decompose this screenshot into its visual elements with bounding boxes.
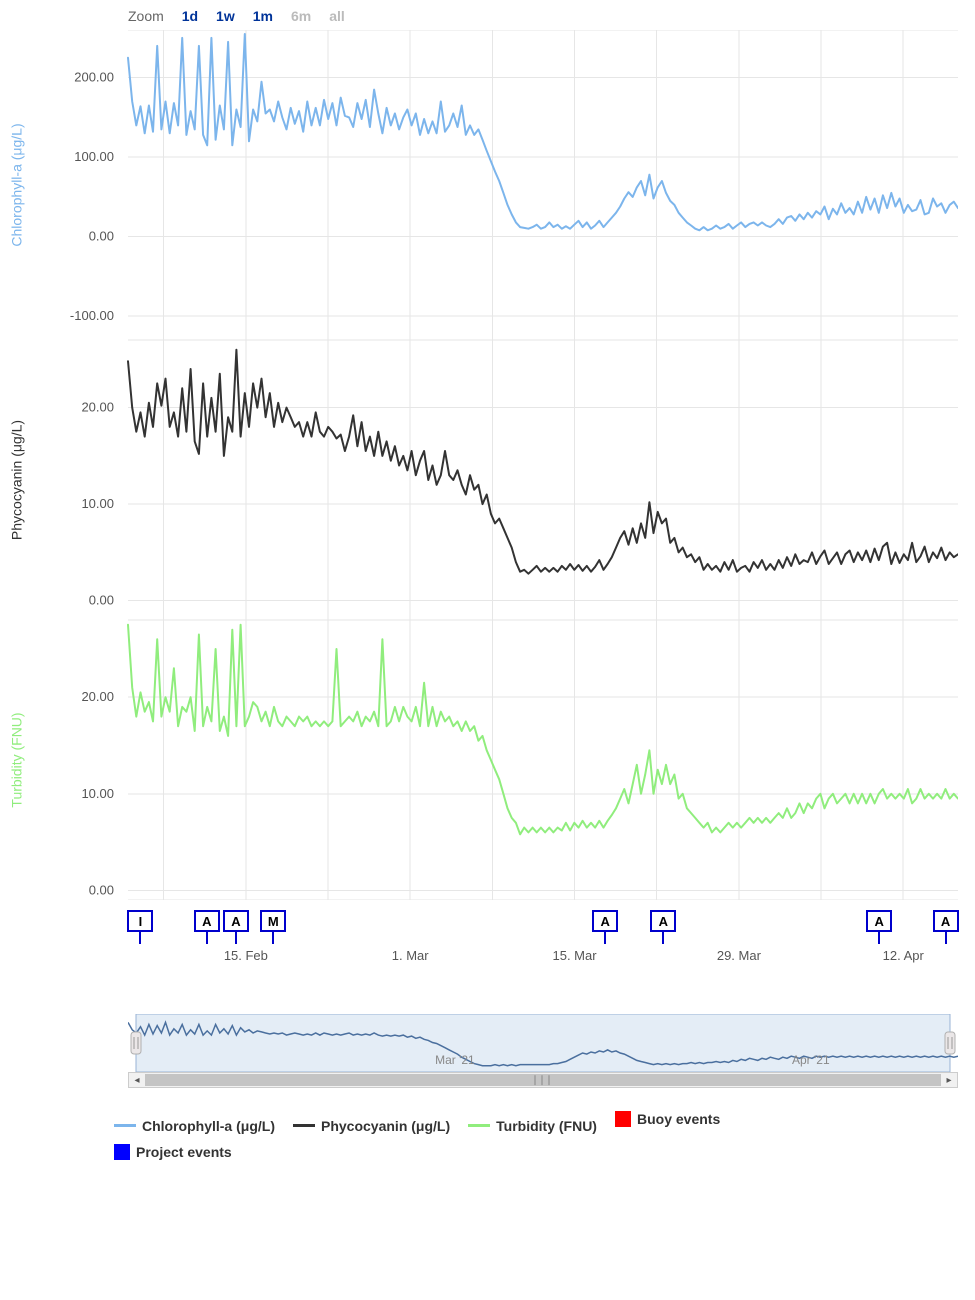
chart-panel-turbidity: Turbidity (FNU) 0.00 10.00 20.00	[0, 620, 975, 900]
event-flag-3[interactable]: M	[260, 910, 286, 944]
zoom-button-6m: 6m	[291, 8, 311, 24]
navigator[interactable]: Mar '21 Apr '21 ◂∣∣∣▸	[128, 1014, 958, 1088]
x-axis: 15. Feb 1. Mar 15. Mar 29. Mar 12. Apr	[128, 944, 975, 984]
zoom-button-all: all	[329, 8, 345, 24]
zoom-bar: Zoom 1d 1w 1m 6m all	[0, 0, 975, 30]
svg-text:200.00: 200.00	[74, 70, 114, 85]
zoom-button-1m[interactable]: 1m	[253, 8, 273, 24]
legend-label: Buoy events	[637, 1106, 720, 1133]
event-flags-row: IAAMAAAA	[128, 900, 975, 944]
svg-text:-100.00: -100.00	[70, 308, 114, 323]
x-tick: 15. Feb	[224, 948, 268, 963]
legend-item-3[interactable]: Buoy events	[615, 1106, 720, 1133]
event-flag-2[interactable]: A	[223, 910, 249, 944]
event-flag-7[interactable]: A	[933, 910, 959, 944]
event-flag-0[interactable]: I	[127, 910, 153, 944]
series-chlorophyll	[128, 34, 958, 230]
zoom-label: Zoom	[128, 8, 164, 24]
legend-item-0[interactable]: Chlorophyll-a (μg/L)	[114, 1113, 275, 1140]
svg-text:Mar '21: Mar '21	[435, 1053, 475, 1067]
legend-item-4[interactable]: Project events	[114, 1139, 232, 1166]
x-tick: 12. Apr	[883, 948, 924, 963]
svg-text:20.00: 20.00	[81, 400, 114, 415]
x-tick: 15. Mar	[552, 948, 596, 963]
zoom-button-1w[interactable]: 1w	[216, 8, 235, 24]
zoom-button-1d[interactable]: 1d	[182, 8, 198, 24]
legend-item-2[interactable]: Turbidity (FNU)	[468, 1113, 597, 1140]
y-axis-label-turbidity: Turbidity (FNU)	[8, 712, 24, 807]
svg-text:100.00: 100.00	[74, 149, 114, 164]
legend: Chlorophyll-a (μg/L) Phycocyanin (μg/L) Tu…	[114, 1106, 975, 1169]
legend-item-1[interactable]: Phycocyanin (μg/L)	[293, 1113, 450, 1140]
chart-panel-phycocyanin: Phycocyanin (μg/L) 0.00 10.00 20.00	[0, 340, 975, 620]
svg-text:20.00: 20.00	[81, 689, 114, 704]
event-flag-6[interactable]: A	[866, 910, 892, 944]
legend-swatch	[615, 1111, 631, 1127]
y-axis-label-chlorophyll: Chlorophyll-a (μg/L)	[8, 123, 24, 246]
chart-container: { "zoom": { "label": "Zoom", "buttons": …	[0, 0, 975, 1169]
chart-panel-chlorophyll: Chlorophyll-a (μg/L) -100.00 0.00 100.00 200…	[0, 30, 975, 340]
event-flag-5[interactable]: A	[650, 910, 676, 944]
legend-label: Project events	[136, 1139, 232, 1166]
navigator-handle[interactable]	[131, 1032, 141, 1054]
legend-swatch	[114, 1124, 136, 1127]
legend-swatch	[114, 1144, 130, 1160]
series-turbidity	[128, 625, 958, 835]
charts-area: Chlorophyll-a (μg/L) -100.00 0.00 100.00 200…	[0, 30, 975, 900]
legend-label: Chlorophyll-a (μg/L)	[142, 1113, 275, 1140]
legend-label: Phycocyanin (μg/L)	[321, 1113, 450, 1140]
series-phycocyanin	[128, 350, 958, 574]
svg-text:10.00: 10.00	[81, 786, 114, 801]
svg-text:Apr '21: Apr '21	[792, 1053, 830, 1067]
event-flag-1[interactable]: A	[194, 910, 220, 944]
x-tick: 1. Mar	[392, 948, 429, 963]
svg-text:0.00: 0.00	[89, 882, 114, 897]
event-flag-4[interactable]: A	[592, 910, 618, 944]
scroll-left-button[interactable]: ◂	[129, 1073, 145, 1087]
y-axis-label-phycocyanin: Phycocyanin (μg/L)	[8, 420, 24, 540]
legend-label: Turbidity (FNU)	[496, 1113, 597, 1140]
scroll-right-button[interactable]: ▸	[941, 1073, 957, 1087]
svg-text:10.00: 10.00	[81, 496, 114, 511]
navigator-scrollbar[interactable]: ◂∣∣∣▸	[128, 1072, 958, 1088]
svg-text:0.00: 0.00	[89, 229, 114, 244]
svg-text:0.00: 0.00	[89, 593, 114, 608]
legend-swatch	[293, 1124, 315, 1127]
x-tick: 29. Mar	[717, 948, 761, 963]
legend-swatch	[468, 1124, 490, 1127]
navigator-handle[interactable]	[945, 1032, 955, 1054]
